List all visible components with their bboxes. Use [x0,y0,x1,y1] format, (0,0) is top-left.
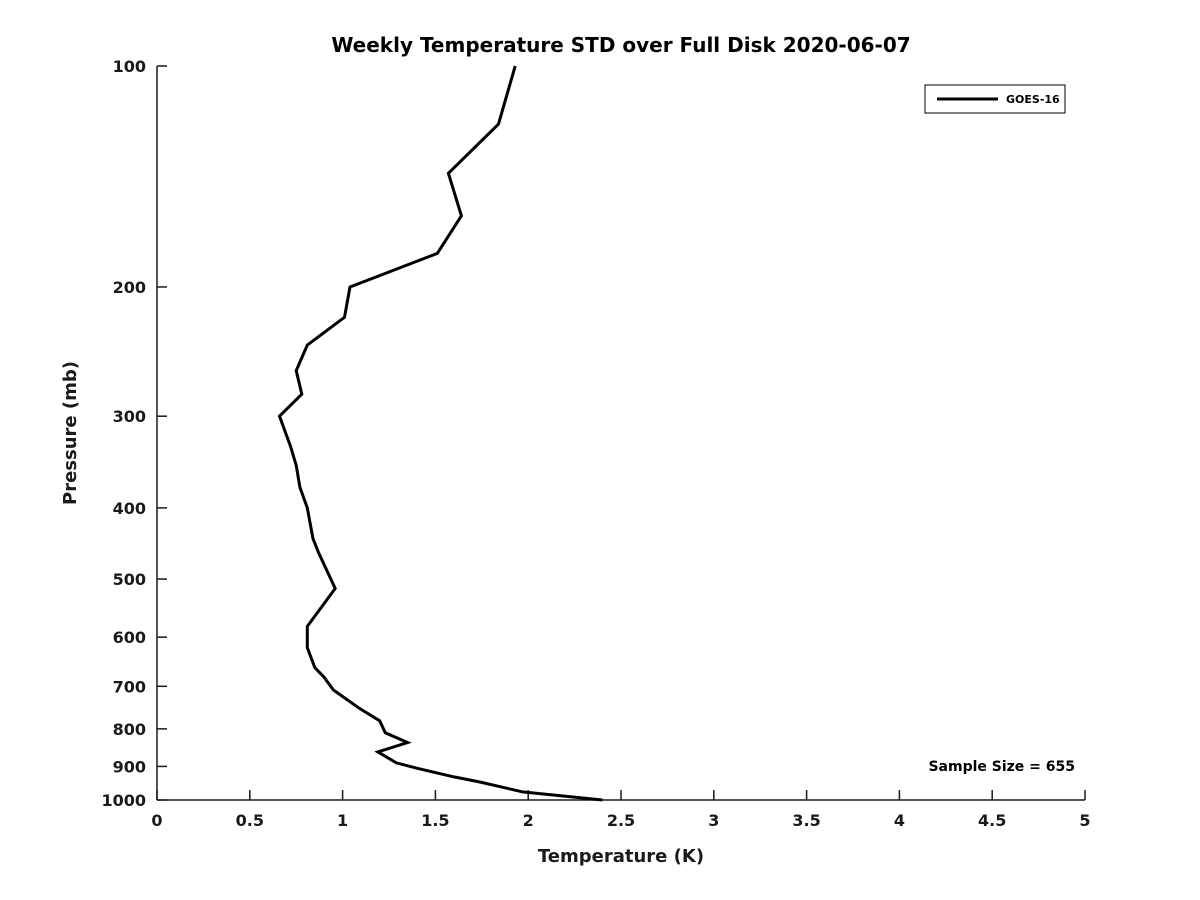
x-tick-label: 5 [1079,811,1090,830]
data-series [277,65,603,802]
x-tick-label: 3.5 [792,811,820,830]
axis-ticks: 100 200 300 400 500 600 700 800 900 1000 0 0.5 1 1.5 2… [101,57,1090,830]
y-tick-label: 1000 [101,791,146,810]
x-tick-label: 3 [708,811,719,830]
y-tick-label: 600 [113,628,146,647]
y-tick-label: 500 [113,570,146,589]
x-tick-label: 2.5 [607,811,635,830]
y-axis-label: Pressure (mb) [60,361,81,505]
x-tick-label: 4 [894,811,905,830]
axes [156,66,1085,801]
y-tick-label: 700 [113,677,146,696]
y-tick-label: 800 [113,720,146,739]
x-tick-label: 4.5 [978,811,1006,830]
x-tick-label: 0 [151,811,162,830]
legend-entry-label: GOES-16 [1006,93,1060,106]
sample-size-annotation: Sample Size = 655 [928,759,1075,775]
series-line-goes-16 [277,65,603,802]
y-tick-label: 400 [113,499,146,518]
x-axis-label: Temperature (K) [538,846,704,867]
y-tick-label: 200 [113,278,146,297]
chart-title: Weekly Temperature STD over Full Disk 20… [331,33,910,57]
x-tick-label: 1 [337,811,348,830]
y-tick-label: 100 [113,57,146,76]
y-tick-label: 300 [113,407,146,426]
y-tick-label: 900 [113,757,146,776]
x-tick-label: 2 [523,811,534,830]
x-tick-label: 0.5 [236,811,264,830]
x-tick-label: 1.5 [421,811,449,830]
legend: GOES-16 [924,84,1066,114]
